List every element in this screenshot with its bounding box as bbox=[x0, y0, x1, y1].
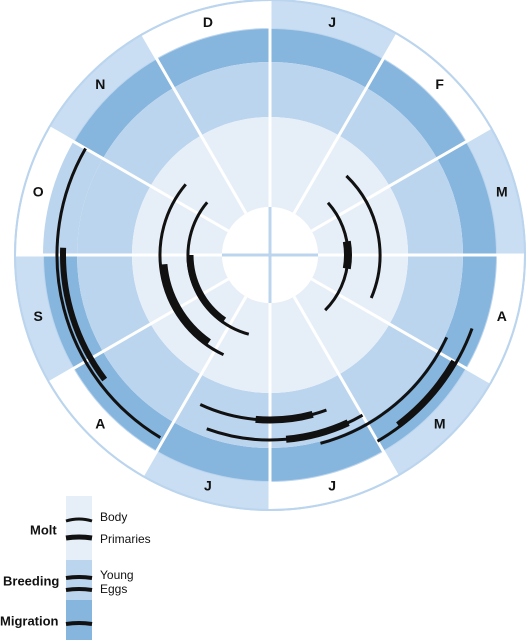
legend-primaries-bar bbox=[65, 534, 93, 541]
legend-young-bar bbox=[65, 575, 93, 580]
cycle-arc bbox=[55, 147, 162, 439]
cycle-arc bbox=[186, 254, 227, 324]
molt-band bbox=[294, 135, 390, 231]
legend-item: Eggs bbox=[100, 582, 127, 596]
migration-band bbox=[157, 422, 270, 481]
molt-band bbox=[150, 135, 246, 231]
month-divider bbox=[292, 33, 399, 215]
molt-band bbox=[311, 255, 408, 324]
breeding-band bbox=[389, 158, 463, 255]
cycle-arc bbox=[396, 359, 458, 428]
molt-band bbox=[270, 117, 339, 214]
month-label: J bbox=[204, 478, 212, 494]
month-label: J bbox=[328, 478, 336, 494]
month-label: D bbox=[203, 14, 213, 30]
cycle-arc bbox=[255, 410, 314, 424]
month-divider bbox=[310, 126, 492, 233]
cycle-arcs bbox=[55, 147, 474, 445]
molt-band bbox=[294, 279, 390, 375]
cycle-arc bbox=[285, 419, 350, 443]
molt-band bbox=[201, 296, 270, 394]
rings: J F M A M J J A S O N D bbox=[13, 0, 527, 512]
month-label: A bbox=[95, 415, 105, 431]
molt-band bbox=[132, 255, 229, 324]
month-divider bbox=[292, 295, 399, 477]
cycle-arc bbox=[345, 174, 382, 299]
legend-eggs-bar bbox=[65, 587, 93, 592]
breeding-band bbox=[339, 324, 438, 423]
cycle-arc bbox=[342, 240, 352, 270]
breeding-band bbox=[77, 255, 151, 352]
month-label: N bbox=[95, 76, 105, 92]
month-divider bbox=[141, 33, 248, 215]
legend-breeding-band bbox=[66, 560, 92, 600]
legend-title: Molt bbox=[30, 522, 57, 537]
migration-band bbox=[270, 29, 383, 88]
legend-title: Breeding bbox=[3, 573, 59, 588]
month-label: F bbox=[435, 76, 444, 92]
migration-band bbox=[437, 142, 496, 255]
breeding-band bbox=[270, 62, 367, 136]
legend-body-bar bbox=[65, 517, 93, 523]
legend-migration-band bbox=[66, 600, 92, 640]
legend: Molt Body Primaries Breeding Young Eggs … bbox=[0, 496, 151, 640]
breeding-band bbox=[102, 87, 201, 186]
molt-band bbox=[201, 117, 270, 214]
legend-migration-bar bbox=[65, 621, 93, 626]
month-label: A bbox=[497, 308, 507, 324]
migration-band bbox=[437, 255, 496, 368]
month-label: O bbox=[33, 184, 44, 200]
breeding-band bbox=[77, 158, 151, 255]
month-divider bbox=[310, 277, 492, 384]
migration-band bbox=[157, 29, 270, 88]
molt-band bbox=[150, 279, 246, 375]
migration-band bbox=[366, 59, 466, 159]
legend-item: Body bbox=[100, 510, 127, 524]
molt-band bbox=[270, 296, 339, 393]
breeding-band bbox=[389, 255, 463, 352]
legend-molt-band bbox=[66, 496, 92, 560]
migration-band bbox=[270, 422, 383, 481]
molt-band bbox=[311, 186, 408, 255]
month-label: S bbox=[34, 308, 43, 324]
legend-item: Primaries bbox=[100, 532, 151, 546]
month-label: J bbox=[328, 14, 336, 30]
breeding-band bbox=[173, 62, 270, 136]
molt-band bbox=[132, 186, 229, 255]
legend-title: Migration bbox=[0, 613, 59, 628]
cycle-arc bbox=[320, 336, 449, 445]
month-label: M bbox=[496, 184, 508, 200]
breeding-band bbox=[339, 87, 438, 186]
breeding-band bbox=[102, 324, 201, 423]
month-label: M bbox=[434, 415, 446, 431]
outer-border bbox=[14, 0, 526, 511]
migration-band bbox=[74, 59, 174, 159]
cycle-arc bbox=[60, 247, 108, 382]
cycle-arc bbox=[159, 263, 211, 346]
legend-item: Young bbox=[100, 568, 134, 582]
